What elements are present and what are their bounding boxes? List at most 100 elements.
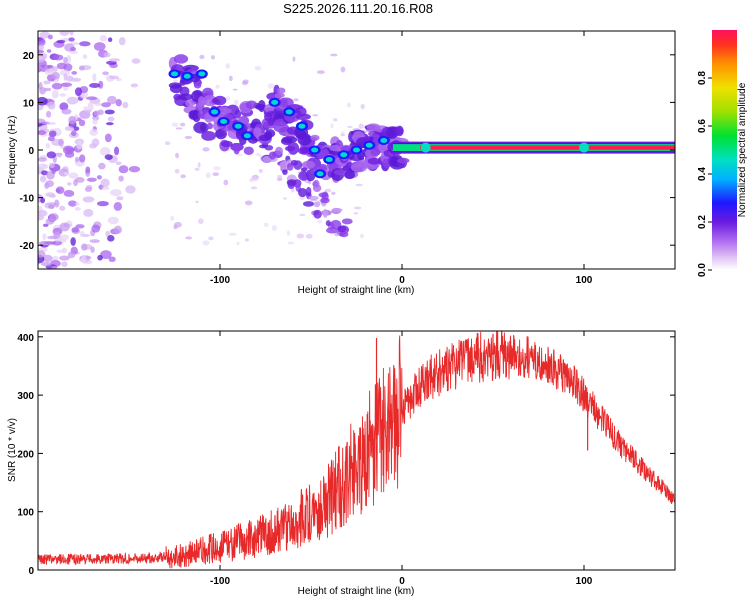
track-blob bbox=[206, 122, 213, 130]
scatter-blob bbox=[317, 219, 322, 224]
track-blob bbox=[282, 169, 288, 176]
scatter-blob bbox=[199, 54, 205, 60]
noise-blob bbox=[38, 49, 45, 54]
noise-blob bbox=[42, 233, 47, 240]
track-blob bbox=[170, 84, 183, 94]
scatter-blob bbox=[347, 125, 353, 129]
noise-blob bbox=[118, 165, 129, 174]
noise-blob bbox=[73, 179, 78, 187]
scatter-blob bbox=[194, 167, 200, 171]
noise-blob bbox=[83, 208, 94, 217]
core-inner bbox=[211, 109, 219, 115]
core-inner bbox=[298, 123, 306, 129]
noise-blob bbox=[91, 224, 101, 233]
noise-blob bbox=[71, 227, 80, 233]
noise-blob bbox=[68, 37, 75, 42]
scatter-blob bbox=[213, 166, 221, 171]
noise-blob bbox=[63, 190, 75, 197]
scatter-blob bbox=[299, 195, 306, 201]
core-inner bbox=[365, 142, 373, 148]
spectrogram-ylabel: Frequency (Hz) bbox=[7, 116, 18, 185]
scatter-blob bbox=[212, 172, 220, 177]
noise-blob bbox=[38, 44, 45, 51]
colorbar-gradient bbox=[712, 30, 737, 270]
noise-blob bbox=[38, 209, 48, 217]
colorbar-tick-label: 0.8 bbox=[697, 71, 708, 85]
y-tick-label: 200 bbox=[17, 449, 34, 460]
noise-blob bbox=[42, 223, 49, 227]
noise-blob bbox=[46, 49, 52, 53]
noise-blob bbox=[101, 186, 110, 190]
snr-panel: -100 0 100 0 100 200 300 400 Height of straight… bbox=[7, 330, 676, 597]
scatter-blob bbox=[283, 197, 287, 200]
noise-blob bbox=[40, 197, 46, 204]
noise-blob bbox=[63, 57, 68, 64]
core-inner bbox=[198, 71, 206, 77]
scatter-blob bbox=[215, 84, 220, 89]
noise-blob bbox=[80, 243, 88, 251]
track-blob bbox=[302, 201, 315, 207]
scatter-blob bbox=[173, 79, 178, 83]
scatter-blob bbox=[223, 179, 229, 186]
noise-blob bbox=[89, 83, 101, 88]
scatter-blob bbox=[353, 206, 362, 210]
noise-blob bbox=[69, 31, 74, 36]
scatter-blob bbox=[340, 133, 346, 137]
y-tick-label: 0 bbox=[28, 566, 34, 577]
noise-blob bbox=[78, 119, 86, 127]
x-tick-label: -100 bbox=[210, 576, 230, 587]
track-blob bbox=[243, 146, 254, 155]
noise-blob bbox=[128, 165, 141, 173]
track-blob bbox=[302, 160, 316, 169]
scatter-blob bbox=[228, 232, 237, 236]
noise-blob bbox=[59, 205, 66, 211]
line-node bbox=[420, 142, 431, 153]
colorbar-tick-label: 0.4 bbox=[697, 167, 708, 181]
noise-blob bbox=[85, 166, 91, 174]
core-inner bbox=[285, 109, 293, 115]
scatter-blob bbox=[255, 152, 262, 157]
noise-blob bbox=[89, 143, 97, 149]
noise-blob bbox=[61, 108, 72, 115]
noise-blob bbox=[101, 102, 111, 108]
scatter-blob bbox=[225, 63, 231, 69]
track-blob bbox=[313, 209, 322, 219]
noise-blob bbox=[58, 138, 64, 147]
track-blob bbox=[188, 110, 200, 120]
y-tick-label: 400 bbox=[17, 333, 34, 344]
noise-blob bbox=[57, 153, 62, 158]
noise-blob bbox=[67, 251, 76, 259]
y-tick-label: -20 bbox=[20, 241, 35, 252]
scatter-blob bbox=[242, 79, 249, 84]
noise-blob bbox=[79, 230, 85, 237]
noise-blob bbox=[118, 175, 124, 182]
colorbar-tick-label: 0.2 bbox=[697, 215, 708, 229]
noise-blob bbox=[75, 224, 85, 229]
scatter-blob bbox=[254, 66, 262, 71]
noise-blob bbox=[98, 162, 106, 170]
noise-blob bbox=[70, 237, 76, 246]
scatter-blob bbox=[330, 123, 334, 129]
noise-blob bbox=[56, 249, 65, 253]
noise-blob bbox=[130, 83, 139, 88]
noise-blob bbox=[122, 101, 129, 109]
noise-blob bbox=[115, 99, 122, 107]
track-blob bbox=[305, 186, 312, 197]
core-inner bbox=[340, 152, 348, 158]
noise-blob bbox=[113, 225, 122, 234]
scatter-blob bbox=[236, 241, 240, 246]
track-blob bbox=[341, 218, 353, 225]
noise-blob bbox=[56, 39, 66, 44]
scatter-blob bbox=[263, 222, 269, 227]
track-blob bbox=[281, 136, 298, 144]
scatter-blob bbox=[299, 213, 306, 217]
track-blob bbox=[201, 131, 217, 141]
scatter-blob bbox=[180, 174, 186, 179]
noise-blob bbox=[64, 126, 75, 131]
noise-blob bbox=[76, 140, 83, 150]
track-blob bbox=[297, 133, 312, 146]
core-inner bbox=[353, 147, 360, 153]
noise-blob bbox=[116, 196, 124, 201]
snr-series-line bbox=[38, 331, 675, 569]
scatter-blob bbox=[236, 153, 243, 157]
